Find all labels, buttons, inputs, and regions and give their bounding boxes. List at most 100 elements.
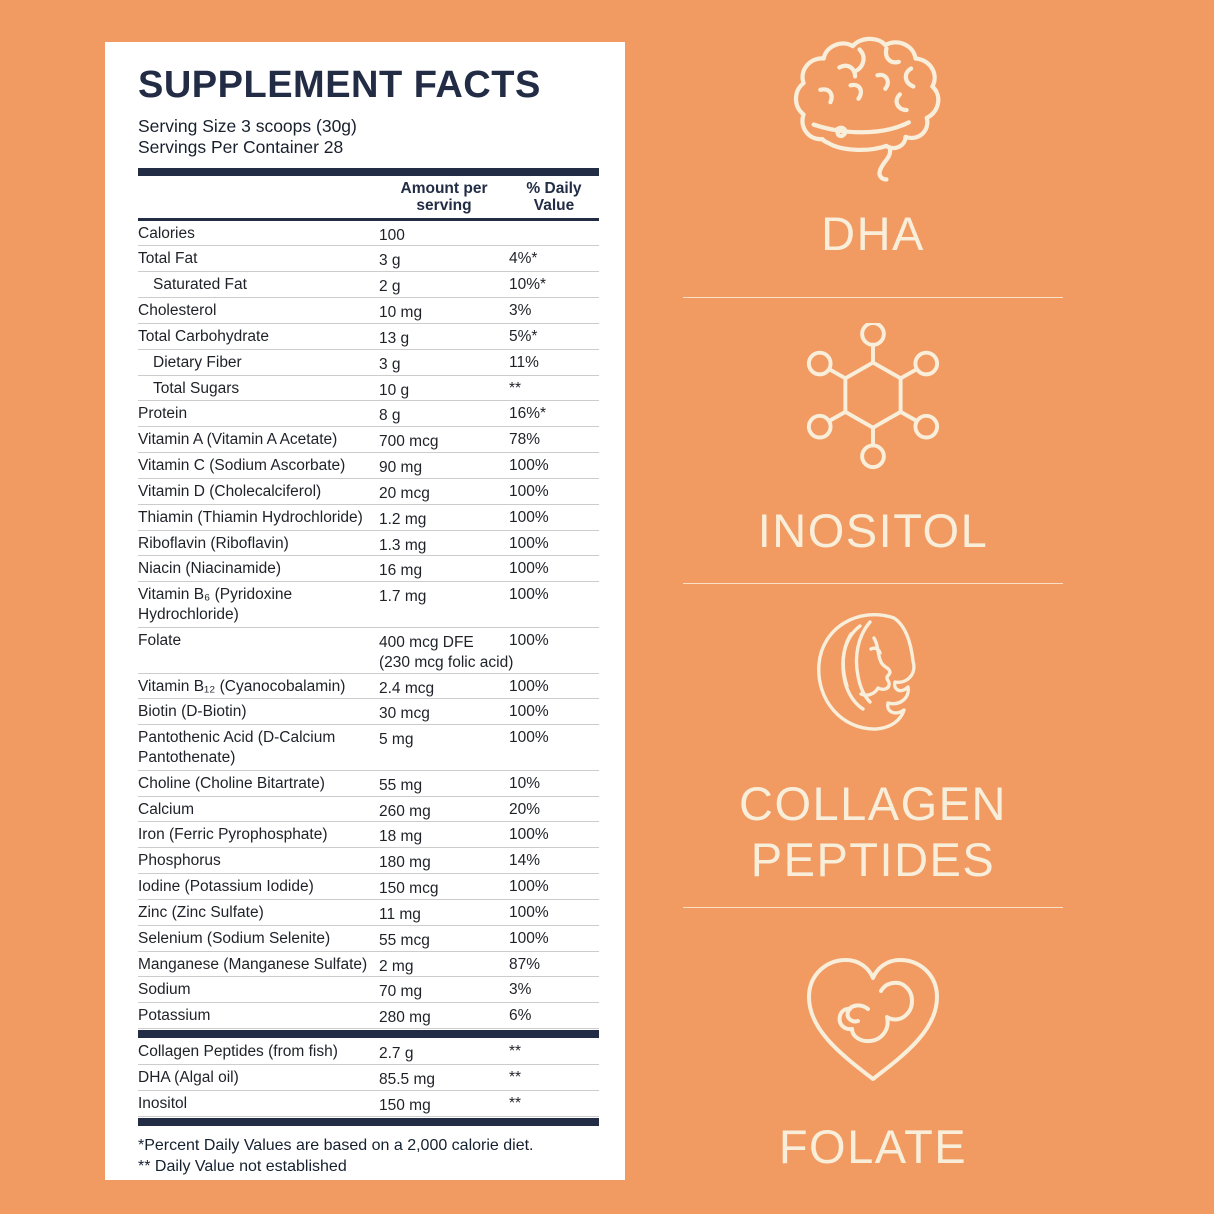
table-row: Sodium 70 mg 3%	[138, 977, 599, 1004]
percent-daily-value: 11%	[509, 353, 539, 371]
percent-daily-value: 100%	[509, 929, 549, 947]
table-row: Saturated Fat 2 g 10%*	[138, 272, 599, 299]
amount-per-serving: 2 mg	[379, 957, 414, 975]
nutrient-name: Cholesterol	[138, 302, 217, 320]
footnote-not-established: ** Daily Value not established	[138, 1157, 347, 1175]
nutrient-name: Total Fat	[138, 250, 198, 268]
percent-daily-value: 100%	[509, 703, 549, 721]
amount-per-serving: 10 mg	[379, 304, 423, 322]
percent-daily-value: 3%	[509, 981, 532, 999]
amount-per-serving: 10 g	[379, 381, 410, 399]
highlight-label-inositol: INOSITOL	[757, 503, 989, 557]
section-divider	[683, 583, 1063, 584]
percent-daily-value: 100%	[509, 457, 549, 475]
footnote-daily-values: *Percent Daily Values are based on a 2,0…	[138, 1136, 534, 1154]
amount-per-serving: 2 g	[379, 278, 401, 296]
nutrient-name: Total Sugars	[153, 379, 240, 397]
table-row: Total Sugars 10 g **	[138, 376, 599, 402]
nutrient-name: Inositol	[138, 1094, 188, 1112]
serving-size: Serving Size 3 scoops (30g)	[138, 115, 357, 136]
percent-daily-value: 87%	[509, 955, 541, 973]
percent-daily-value: 78%	[509, 431, 541, 449]
table-header-row: Amount per serving % Daily Value	[138, 176, 599, 221]
table-row: Vitamin B₆ (Pyridoxine Hydrochloride) 1.7 …	[138, 582, 599, 628]
nutrient-name: Potassium	[138, 1007, 211, 1025]
amount-per-serving: 3 g	[379, 355, 401, 373]
percent-daily-value: **	[509, 379, 522, 397]
amount-per-serving: 8 g	[379, 407, 401, 425]
amount-per-serving: 70 mg	[379, 983, 423, 1001]
highlight-section-dha: DHA	[789, 0, 957, 297]
amount-per-serving: 150 mcg	[379, 880, 439, 898]
nutrient-name: Zinc (Zinc Sulfate)	[138, 903, 264, 921]
amount-per-serving: 30 mcg	[379, 705, 430, 723]
highlight-label-folate: FOLATE	[778, 1120, 968, 1174]
percent-daily-value: 100%	[509, 586, 549, 604]
percent-daily-value: 10%	[509, 774, 541, 792]
nutrient-name: Vitamin B₁₂ (Cyanocobalamin)	[138, 677, 346, 695]
table-top-bar	[138, 167, 599, 176]
nutrient-name: Protein	[138, 405, 188, 423]
nutrient-name: Iron (Ferric Pyrophosphate)	[138, 826, 328, 844]
servings-per-container: Servings Per Container 28	[138, 136, 344, 157]
percent-daily-value: 100%	[509, 903, 549, 921]
header-amount-per-serving: Amount per serving	[400, 179, 488, 215]
amount-per-serving: 1.2 mg	[379, 510, 427, 528]
section-divider	[683, 907, 1063, 908]
nutrient-name: Dietary Fiber	[153, 353, 242, 371]
table-row: Folate 400 mcg DFE (230 mcg folic acid) 100…	[138, 628, 599, 674]
nutrient-name: Calories	[138, 224, 195, 242]
percent-daily-value: 16%*	[509, 405, 547, 423]
amount-per-serving: 90 mg	[379, 459, 423, 477]
woman-face-icon	[817, 613, 916, 731]
nutrient-name: Thiamin (Thiamin Hydrochloride)	[138, 508, 363, 526]
amount-per-serving: 180 mg	[379, 854, 431, 872]
nutrient-name: Vitamin C (Sodium Ascorbate)	[138, 457, 346, 475]
amount-per-serving: 85.5 mg	[379, 1070, 436, 1088]
table-row: Iron (Ferric Pyrophosphate) 18 mg 100%	[138, 822, 599, 849]
highlight-section-inositol: INOSITOL	[758, 298, 989, 583]
table-row: Zinc (Zinc Sulfate) 11 mg 100%	[138, 900, 599, 926]
table-row: Thiamin (Thiamin Hydrochloride) 1.2 mg 100…	[138, 505, 599, 531]
highlight-section-folate: FOLATE	[779, 908, 967, 1214]
table-row: Selenium (Sodium Selenite) 55 mcg 100%	[138, 926, 599, 952]
nutrient-table-body: Calories 100 Total Fat 3 g 4%* Saturated Fat 2…	[138, 221, 599, 1030]
supplement-facts-panel: SUPPLEMENT FACTS Serving Size 3 scoops (…	[105, 42, 625, 1180]
percent-daily-value: 10%*	[509, 276, 547, 294]
percent-daily-value: 20%	[509, 800, 541, 818]
table-row: Vitamin C (Sodium Ascorbate) 90 mg 100%	[138, 453, 599, 479]
percent-daily-value: 100%	[509, 677, 549, 695]
percent-daily-value: 100%	[509, 878, 549, 896]
percent-daily-value: 4%*	[509, 250, 538, 268]
nutrient-name: Biotin (D-Biotin)	[138, 703, 247, 721]
table-row: Phosphorus 180 mg 14%	[138, 848, 599, 875]
percent-daily-value: 100%	[509, 508, 549, 526]
amount-per-serving: 1.3 mg	[379, 536, 427, 554]
amount-per-serving: 700 mcg	[379, 433, 439, 451]
table-row-extra: Inositol 150 mg **	[138, 1091, 599, 1117]
nutrient-name: Pantothenic Acid (D-Calcium Pantothenate)	[138, 729, 336, 766]
nutrient-name: Iodine (Potassium Iodide)	[138, 878, 314, 896]
ingredient-highlights: DHA INOSITOL COLLAGEN PEPTIDES	[625, 0, 1121, 1214]
proprietary-table-body: Collagen Peptides (from fish) 2.7 g ** DHA …	[138, 1039, 599, 1117]
nutrient-name: Collagen Peptides (from fish)	[138, 1043, 338, 1061]
percent-daily-value: **	[509, 1068, 522, 1086]
nutrient-name: Total Carbohydrate	[138, 327, 269, 345]
nutrient-name: Sodium	[138, 981, 191, 999]
nutrient-name: Manganese (Manganese Sulfate)	[138, 955, 368, 973]
percent-daily-value: 100%	[509, 482, 549, 500]
table-row: Biotin (D-Biotin) 30 mcg 100%	[138, 699, 599, 726]
nutrient-name: Vitamin D (Cholecalciferol)	[138, 482, 322, 500]
table-row: Riboflavin (Riboflavin) 1.3 mg 100%	[138, 531, 599, 557]
percent-daily-value: 3%	[509, 302, 532, 320]
table-row: Calcium 260 mg 20%	[138, 797, 599, 823]
percent-daily-value: **	[509, 1094, 522, 1112]
highlight-section-collagen: COLLAGEN PEPTIDES	[688, 584, 1058, 907]
nutrient-name: Saturated Fat	[153, 276, 247, 294]
table-row: Protein 8 g 16%*	[138, 401, 599, 428]
section-divider	[683, 297, 1063, 298]
nutrient-name: Choline (Choline Bitartrate)	[138, 774, 325, 792]
table-bottom-bar	[138, 1117, 599, 1126]
amount-per-serving: 20 mcg	[379, 484, 430, 502]
